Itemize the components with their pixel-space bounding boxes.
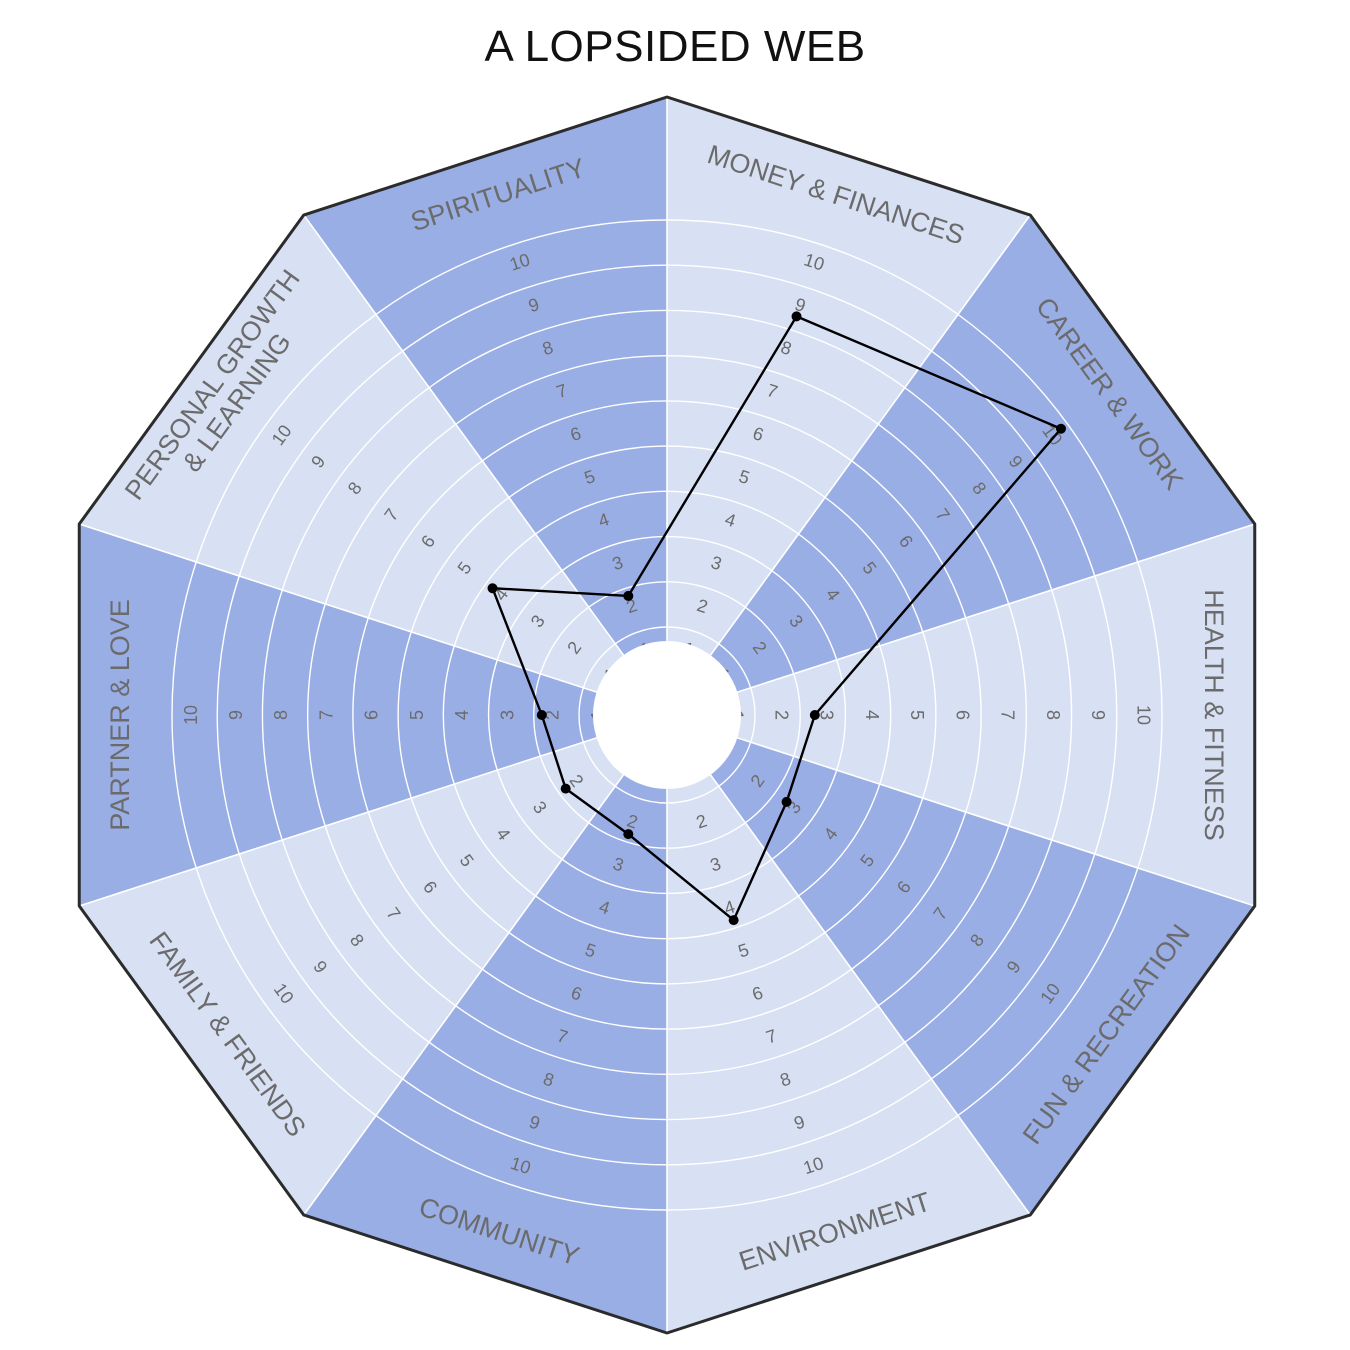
- tick-label: 9: [226, 710, 246, 720]
- sector-environment: [667, 715, 1031, 1333]
- sector-money-and-finances: [667, 97, 1031, 715]
- tick-label: 3: [497, 710, 517, 720]
- score-point-spirituality: [623, 590, 634, 601]
- tick-label: 3: [817, 710, 837, 720]
- tick-label: 5: [407, 710, 427, 720]
- tick-label: 4: [862, 710, 882, 720]
- tick-label: 6: [952, 710, 972, 720]
- score-point-partner-and-love: [536, 710, 547, 720]
- divider-line: [78, 523, 668, 716]
- sector-partner-and-love: [79, 524, 667, 906]
- sector-fun-and-recreation: [667, 715, 1255, 1215]
- decagon-outline: [77, 95, 1257, 1335]
- tick-label: 10: [181, 705, 201, 725]
- tick-label: 2: [543, 710, 563, 720]
- tick-label: 9: [1088, 710, 1108, 720]
- sector-dividers: [78, 97, 1256, 1333]
- sector-career-and-work: [667, 215, 1255, 715]
- tick-label: 7: [998, 710, 1018, 720]
- score-point-fun-and-recreation: [781, 796, 792, 807]
- sector-health-and-fitness: [667, 524, 1255, 906]
- score-point-personal-growth-and-learning: [487, 583, 498, 594]
- divider-line: [666, 214, 1031, 716]
- category-label-health-and-fitness: HEALTH & FITNESS: [1199, 589, 1229, 841]
- sector-community: [303, 715, 667, 1333]
- divider-line: [78, 714, 668, 907]
- tick-label: 8: [271, 710, 291, 720]
- score-point-health-and-fitness: [809, 710, 820, 720]
- divider-line: [666, 523, 1256, 716]
- tick-label: 2: [771, 710, 791, 720]
- chart-title: A LOPSIDED WEB: [484, 22, 866, 71]
- sector-spirituality: [303, 97, 667, 715]
- divider-line: [666, 714, 1256, 907]
- score-point-career-and-work: [1055, 423, 1066, 434]
- tick-label: 5: [907, 710, 927, 720]
- sector-family-and-friends: [79, 715, 667, 1215]
- center-hole: [593, 641, 741, 789]
- score-point-money-and-finances: [791, 311, 802, 322]
- tick-label: 8: [1043, 710, 1063, 720]
- score-point-family-and-friends: [560, 783, 571, 794]
- score-point-community: [623, 829, 634, 840]
- divider-line: [303, 214, 668, 716]
- divider-line: [303, 714, 668, 1216]
- tick-label: 7: [316, 710, 336, 720]
- score-point-environment: [728, 915, 739, 926]
- tick-label: 10: [1133, 705, 1153, 725]
- divider-line: [666, 714, 1031, 1216]
- tick-label: 4: [452, 710, 472, 720]
- score-web: [487, 311, 1066, 926]
- tick-label: 6: [362, 710, 382, 720]
- category-label-partner-and-love: PARTNER & LOVE: [105, 599, 135, 831]
